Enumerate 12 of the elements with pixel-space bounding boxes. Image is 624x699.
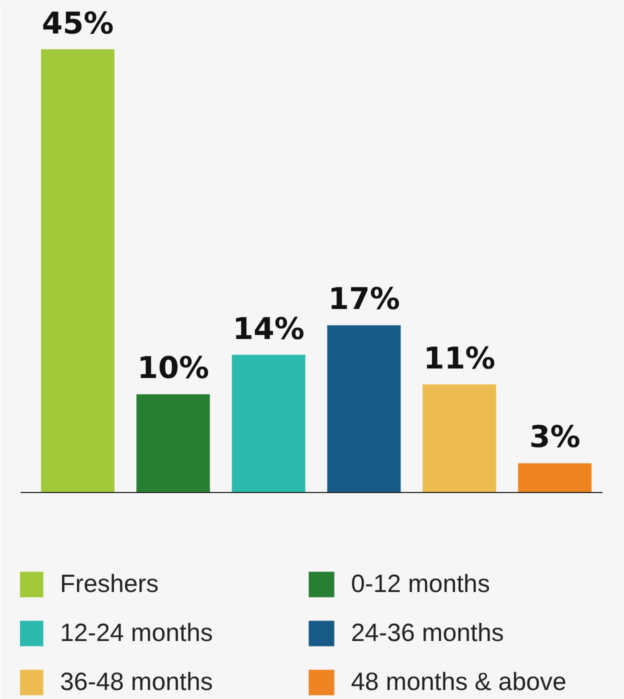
data-label: 45% — [42, 6, 114, 42]
data-label: 10% — [137, 351, 210, 386]
data-label: 17% — [328, 282, 400, 318]
legend-label: Freshers — [60, 568, 160, 600]
legend-label: 24-36 months — [351, 618, 505, 648]
legend-label: 36-48 months — [60, 666, 214, 698]
legend-label: 0-12 months — [351, 568, 491, 600]
legend-label: 48 months & above — [351, 666, 568, 698]
data-label: 3% — [529, 420, 580, 456]
data-label: 14% — [232, 312, 304, 347]
legend-label: 12-24 months — [60, 618, 214, 648]
data-label: 11% — [423, 341, 496, 376]
